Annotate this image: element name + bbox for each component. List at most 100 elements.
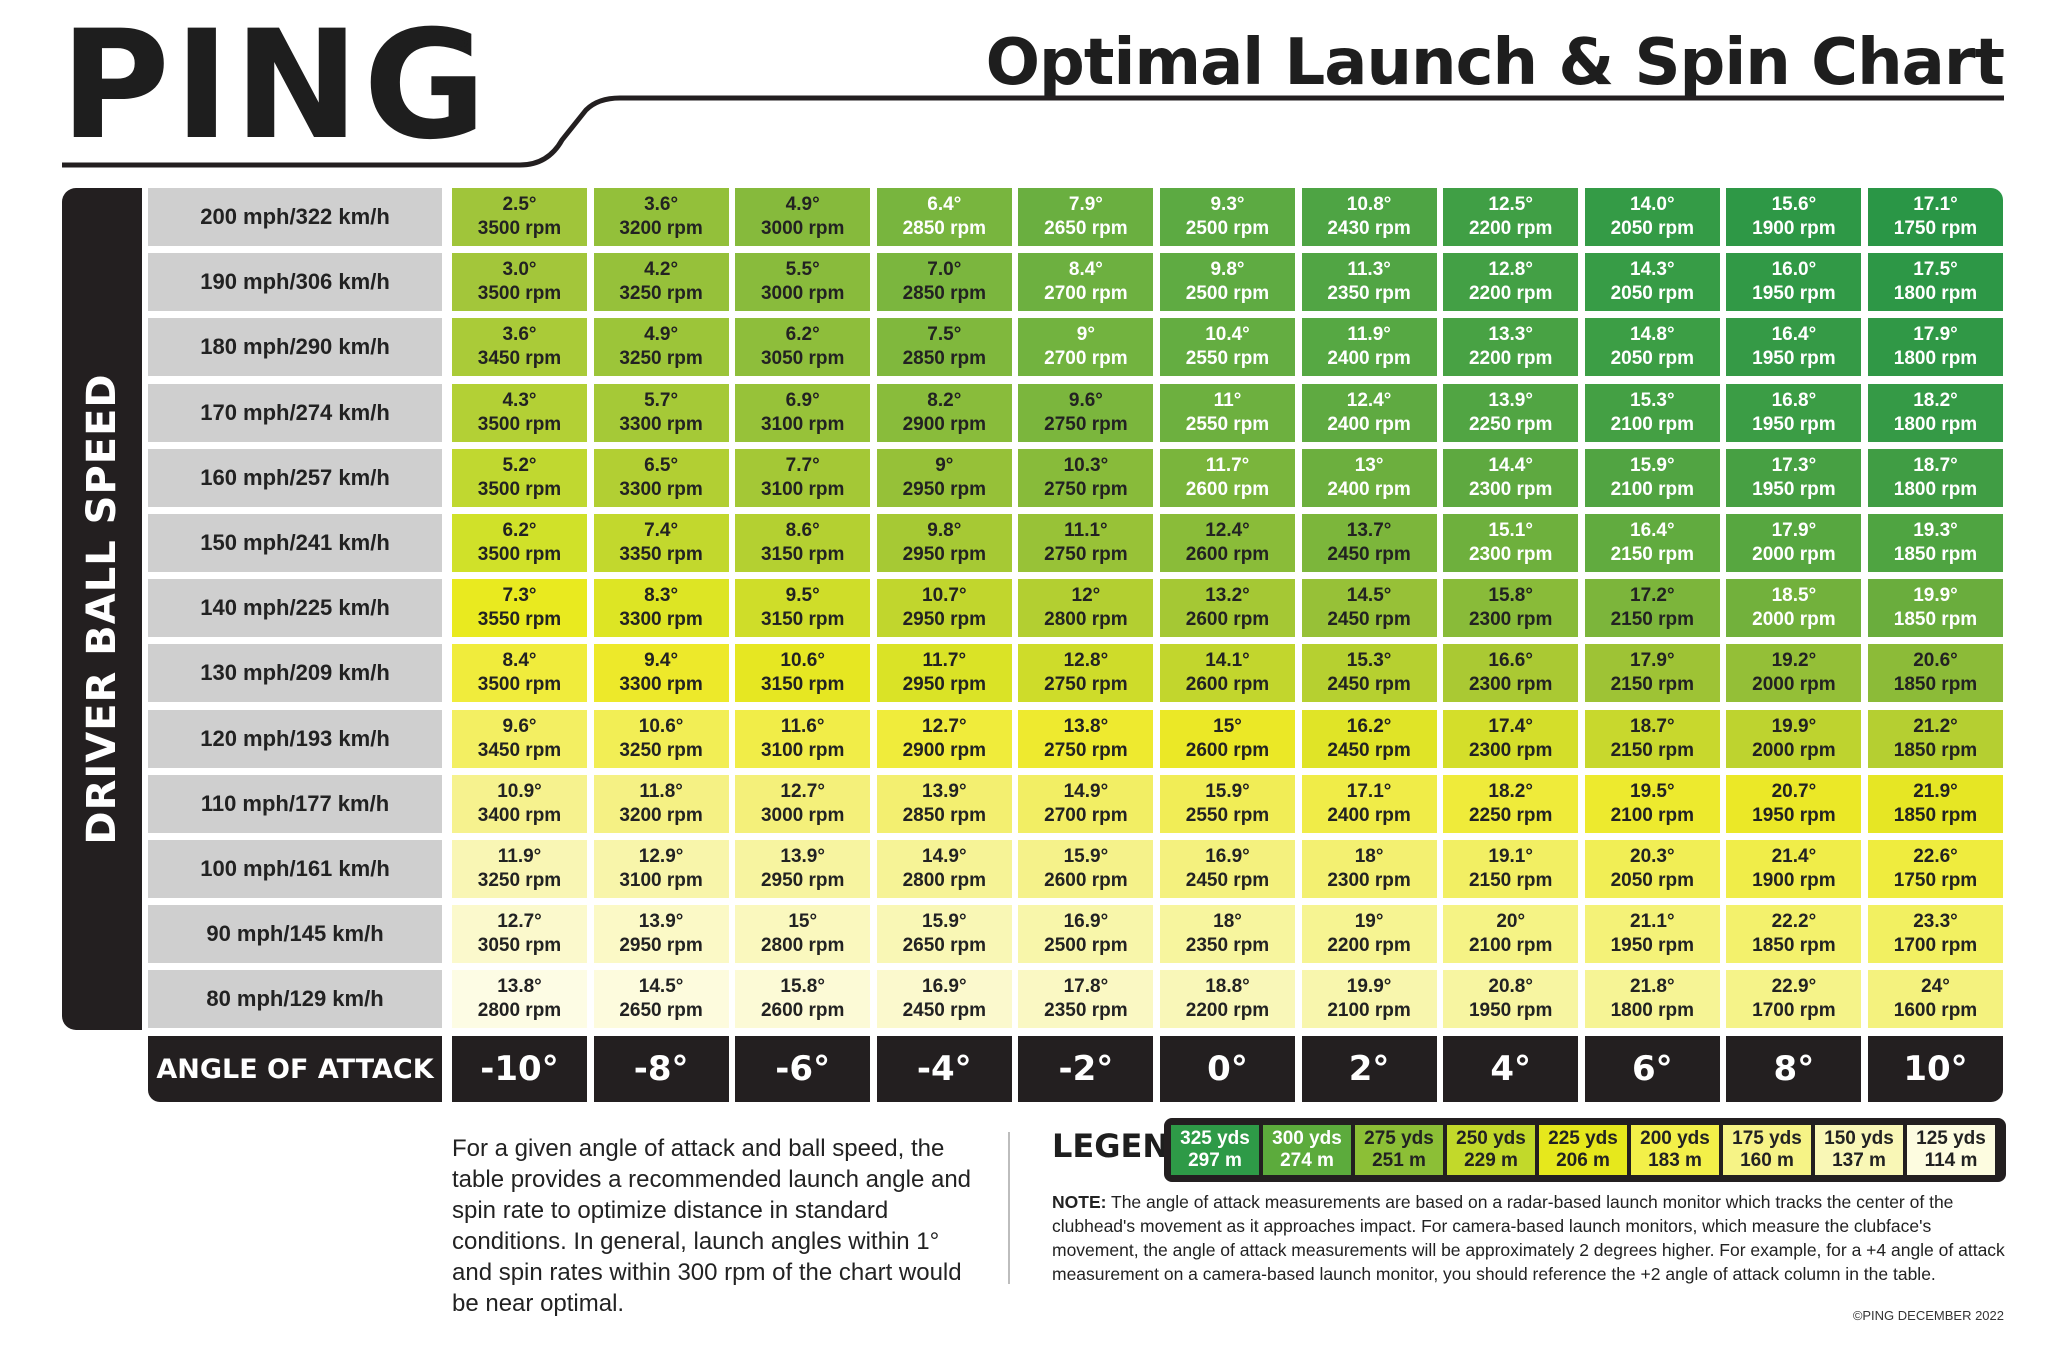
- ball-speed-row-label: 120 mph/193 km/h: [148, 709, 442, 768]
- launch-angle-value: 9°: [1076, 324, 1095, 346]
- table-cell: 12.8° 2200 rpm: [1443, 253, 1579, 312]
- launch-angle-value: 9.4°: [644, 650, 679, 672]
- legend-meters: 251 m: [1372, 1150, 1426, 1171]
- spin-rate-value: 2450 rpm: [1327, 739, 1411, 761]
- spin-rate-value: 3250 rpm: [619, 739, 703, 761]
- angle-of-attack-value: 10°: [1868, 1036, 2003, 1102]
- launch-angle-value: 13.9°: [780, 846, 825, 867]
- launch-angle-value: 6.2°: [502, 520, 537, 541]
- launch-angle-value: 23.3°: [1913, 911, 1958, 933]
- launch-angle-value: 15.9°: [1063, 846, 1109, 867]
- launch-angle-value: 3.6°: [502, 324, 537, 346]
- legend-swatch: 225 yds 206 m: [1539, 1125, 1627, 1175]
- table-cell: 17.9° 1800 rpm: [1868, 318, 2003, 377]
- launch-angle-value: 3.6°: [644, 194, 679, 215]
- spin-rate-value: 2200 rpm: [1185, 1000, 1270, 1022]
- spin-rate-value: 2430 rpm: [1327, 218, 1411, 239]
- spin-rate-value: 2700 rpm: [1044, 283, 1128, 305]
- table-cell: 20° 2100 rpm: [1443, 905, 1579, 964]
- spin-rate-value: 3150 rpm: [760, 674, 845, 696]
- table-cell: 4.3° 3500 rpm: [452, 383, 587, 442]
- spin-rate-value: 3300 rpm: [619, 674, 703, 696]
- launch-angle-value: 21.8°: [1630, 976, 1675, 998]
- spin-rate-value: 1600 rpm: [1893, 1000, 1978, 1022]
- table-cell: 15.8° 2600 rpm: [735, 970, 871, 1029]
- table-cell: 17.9° 2000 rpm: [1726, 514, 1862, 572]
- ball-speed-row-label: 100 mph/161 km/h: [148, 840, 442, 898]
- spin-rate-value: 2750 rpm: [1044, 674, 1128, 696]
- spin-rate-value: 2300 rpm: [1327, 870, 1411, 891]
- table-cell: 22.9° 1700 rpm: [1726, 970, 1862, 1029]
- table-cell: 16.9° 2450 rpm: [876, 970, 1012, 1029]
- table-cell: 7.3° 3550 rpm: [452, 579, 587, 638]
- launch-angle-value: 3.0°: [502, 259, 537, 281]
- spin-rate-value: 2600 rpm: [1185, 478, 1270, 500]
- spin-rate-value: 3550 rpm: [477, 609, 562, 631]
- spin-rate-value: 2000 rpm: [1752, 544, 1836, 565]
- spin-rate-value: 1800 rpm: [1893, 478, 1978, 500]
- table-cell: 19.3° 1850 rpm: [1868, 514, 2003, 572]
- table-cell: 16.4° 1950 rpm: [1726, 318, 1862, 377]
- spin-rate-value: 2100 rpm: [1610, 413, 1695, 435]
- angle-of-attack-value: 6°: [1584, 1036, 1720, 1102]
- launch-angle-value: 10.6°: [780, 650, 825, 672]
- legend-meters: 137 m: [1832, 1150, 1886, 1171]
- launch-angle-value: 9.6°: [1068, 389, 1103, 411]
- spin-rate-value: 3400 rpm: [477, 804, 562, 826]
- table-cell: 9° 2700 rpm: [1018, 318, 1154, 377]
- table-cell: 19° 2200 rpm: [1301, 905, 1437, 964]
- table-cell: 17.1° 1750 rpm: [1868, 188, 2003, 246]
- spin-rate-value: 2500 rpm: [1185, 218, 1270, 239]
- table-cell: 6.5° 3300 rpm: [593, 448, 729, 507]
- launch-angle-value: 18°: [1213, 911, 1242, 933]
- launch-angle-value: 8.6°: [785, 520, 820, 541]
- angle-of-attack-value: -4°: [876, 1036, 1012, 1102]
- table-cell: 8.4° 2700 rpm: [1018, 253, 1154, 312]
- legend-meters: 183 m: [1648, 1150, 1702, 1171]
- table-cell: 15.9° 2100 rpm: [1584, 448, 1720, 507]
- table-cell: 15.9° 2600 rpm: [1018, 840, 1154, 898]
- launch-angle-value: 9.8°: [927, 520, 962, 541]
- launch-angle-value: 13.8°: [497, 976, 542, 998]
- launch-angle-value: 18.8°: [1205, 976, 1250, 998]
- note: NOTE: The angle of attack measurements a…: [1052, 1190, 2012, 1286]
- spin-rate-value: 1800 rpm: [1893, 283, 1978, 305]
- spin-rate-value: 1950 rpm: [1468, 1000, 1553, 1022]
- spin-rate-value: 2450 rpm: [1185, 870, 1270, 891]
- launch-angle-value: 19.5°: [1630, 780, 1675, 802]
- table-cell: 3.6° 3200 rpm: [593, 188, 729, 246]
- launch-angle-value: 8.4°: [1068, 259, 1103, 281]
- launch-angle-value: 12.9°: [638, 846, 684, 867]
- launch-angle-value: 13.8°: [1063, 715, 1109, 737]
- spin-rate-value: 2150 rpm: [1610, 674, 1695, 696]
- table-cell: 11.9° 2400 rpm: [1301, 318, 1437, 377]
- launch-angle-value: 5.5°: [785, 259, 820, 281]
- spin-rate-value: 2300 rpm: [1468, 674, 1553, 696]
- launch-angle-value: 14.4°: [1488, 454, 1533, 476]
- launch-angle-value: 15.3°: [1630, 389, 1675, 411]
- table-cell: 12.4° 2400 rpm: [1301, 383, 1437, 442]
- table-cell: 10.6° 3250 rpm: [593, 709, 729, 768]
- legend-swatch: 175 yds 160 m: [1723, 1125, 1811, 1175]
- launch-angle-value: 19.9°: [1913, 585, 1958, 607]
- spin-rate-value: 2050 rpm: [1610, 348, 1695, 370]
- table-cell: 4.9° 3250 rpm: [593, 318, 729, 377]
- table-cell: 24° 1600 rpm: [1868, 970, 2003, 1029]
- spin-rate-value: 2200 rpm: [1327, 935, 1411, 957]
- launch-angle-value: 16.4°: [1771, 324, 1817, 346]
- table-cell: 8.2° 2900 rpm: [876, 383, 1012, 442]
- table-cell: 11.7° 2950 rpm: [876, 644, 1012, 703]
- table-cell: 7.4° 3350 rpm: [593, 514, 729, 572]
- launch-angle-value: 8.2°: [927, 389, 962, 411]
- spin-rate-value: 2950 rpm: [902, 674, 987, 696]
- launch-angle-value: 14.8°: [1630, 324, 1675, 346]
- spin-rate-value: 2650 rpm: [902, 935, 987, 957]
- spin-rate-value: 1800 rpm: [1610, 1000, 1695, 1022]
- table-cell: 5.5° 3000 rpm: [735, 253, 871, 312]
- ball-speed-row-label: 90 mph/145 km/h: [148, 905, 442, 964]
- table-cell: 11.7° 2600 rpm: [1160, 448, 1295, 507]
- table-cell: 11.1° 2750 rpm: [1018, 514, 1154, 572]
- table-cell: 12.4° 2600 rpm: [1160, 514, 1295, 572]
- copyright: ©PING DECEMBER 2022: [1852, 1308, 2004, 1323]
- launch-angle-value: 8.4°: [502, 650, 537, 672]
